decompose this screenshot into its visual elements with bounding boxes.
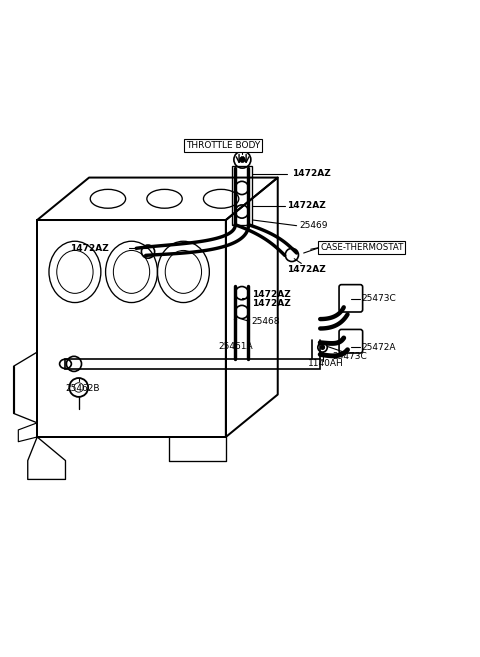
Text: 25468: 25468 [252, 317, 280, 326]
Text: 1472AZ: 1472AZ [287, 265, 326, 273]
Text: 25472A: 25472A [362, 343, 396, 352]
Circle shape [321, 346, 324, 350]
Bar [65, 359, 320, 369]
Text: 25473C: 25473C [362, 294, 396, 304]
Text: 1140AH: 1140AH [308, 359, 344, 369]
Text: 1472AZ: 1472AZ [252, 298, 290, 307]
Text: 1472AZ: 1472AZ [287, 201, 326, 210]
Text: 25469: 25469 [299, 221, 327, 230]
Text: 1472AZ: 1472AZ [292, 170, 331, 178]
Text: 1472AZ: 1472AZ [252, 290, 290, 299]
Text: 25462B: 25462B [65, 384, 100, 393]
Text: THROTTLE BODY: THROTTLE BODY [186, 141, 260, 150]
Text: CASE-THERMOSTAT: CASE-THERMOSTAT [320, 243, 404, 252]
Text: 25461A: 25461A [219, 342, 253, 351]
Text: 25473C: 25473C [332, 352, 367, 361]
Text: 1472AZ: 1472AZ [70, 244, 109, 253]
Circle shape [240, 157, 245, 162]
